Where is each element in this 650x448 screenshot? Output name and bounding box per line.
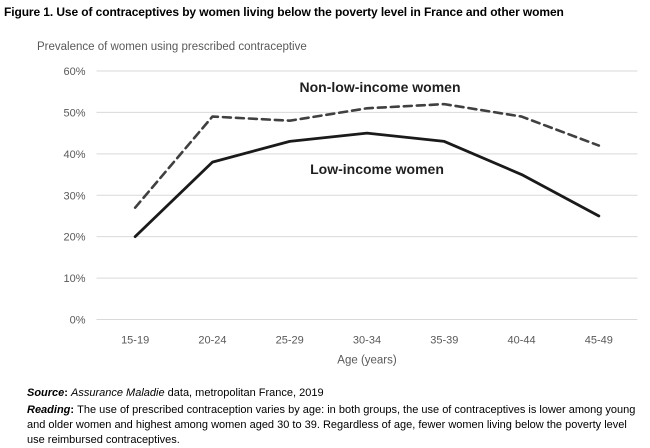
reading-text: The use of prescribed contraception vari… (27, 404, 636, 446)
x-tick-label: 40-44 (508, 335, 536, 347)
figure-title: Figure 1. Use of contraceptives by women… (4, 5, 564, 19)
series-line-dashed (133, 102, 601, 209)
reading-label: Reading (27, 404, 71, 416)
y-tick-label: 60% (63, 66, 85, 78)
y-tick-label: 40% (63, 149, 85, 161)
source-rest: data, metropolitan France, 2019 (164, 387, 324, 399)
x-axis-title: Age (years) (337, 355, 397, 367)
reading-separator: : (70, 404, 78, 416)
source-dataset: Assurance Maladie (71, 387, 165, 399)
x-tick-label: 30-34 (353, 335, 381, 347)
source-note: Source: Assurance Maladie data, metropol… (27, 386, 641, 401)
series-label: Low-income women (310, 161, 444, 177)
reading-note: Reading: The use of prescribed contracep… (27, 403, 641, 448)
chart-subtitle: Prevalence of women using prescribed con… (37, 41, 307, 53)
y-tick-label: 10% (63, 273, 85, 285)
x-tick-label: 25-29 (276, 335, 304, 347)
series-line-solid (133, 131, 601, 239)
source-separator: : (64, 387, 72, 399)
x-tick-label: 20-24 (198, 335, 226, 347)
y-tick-label: 20% (63, 232, 85, 244)
x-tick-label: 35-39 (430, 335, 458, 347)
source-label: Source (27, 387, 65, 399)
y-tick-label: 0% (70, 315, 86, 327)
y-tick-label: 30% (63, 190, 85, 202)
x-tick-label: 15-19 (121, 335, 149, 347)
figure-notes: Source: Assurance Maladie data, metropol… (27, 386, 641, 448)
line-chart: 0% 10% 20% 30% 40% 50% 60% 15-19 20-24 25-29 30-34… (63, 66, 638, 367)
x-tick-label: 45-49 (585, 335, 613, 347)
y-tick-label: 50% (63, 107, 85, 119)
series-label: Non-low-income women (300, 79, 461, 95)
